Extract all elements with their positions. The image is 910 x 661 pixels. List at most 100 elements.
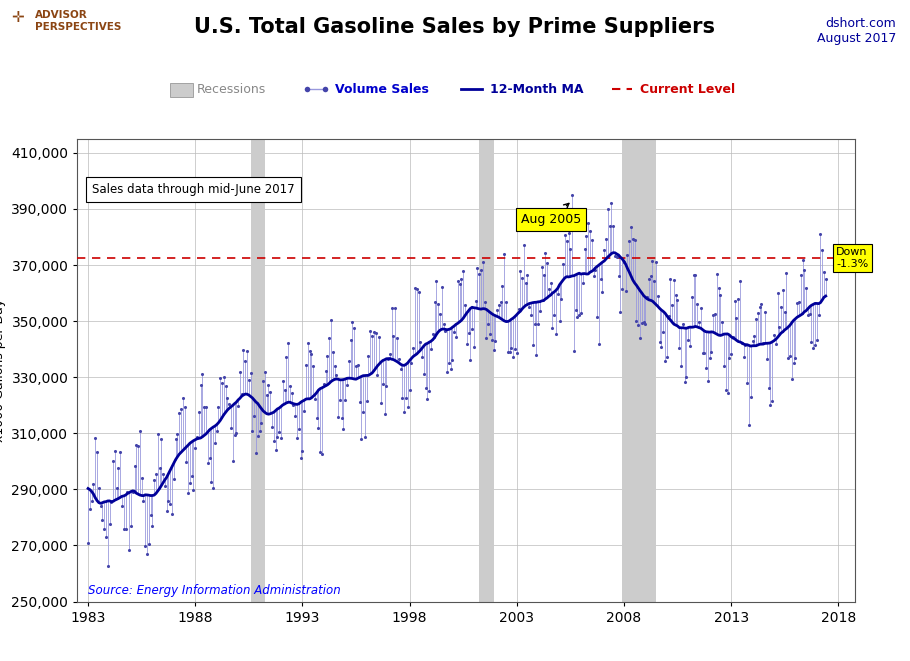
Point <box>497 249 511 259</box>
Point <box>636 317 651 327</box>
Point <box>654 341 669 352</box>
Point <box>376 379 390 389</box>
Point <box>343 334 358 345</box>
Text: ✛: ✛ <box>11 10 24 25</box>
Point <box>619 286 633 296</box>
Point <box>268 444 283 455</box>
Text: ADVISOR
PERSPECTIVES: ADVISOR PERSPECTIVES <box>35 10 121 32</box>
Point <box>727 296 742 307</box>
Point <box>621 250 635 260</box>
Point <box>488 335 502 346</box>
Point <box>777 307 792 317</box>
Point <box>579 231 593 241</box>
Point <box>458 300 472 311</box>
Point <box>625 233 640 244</box>
Point <box>608 251 622 261</box>
Point <box>443 364 458 374</box>
Point <box>786 358 801 369</box>
Point <box>449 331 463 342</box>
Point <box>441 358 456 368</box>
Point <box>324 315 339 325</box>
Point <box>623 221 638 232</box>
Point <box>347 323 361 334</box>
Point <box>256 376 270 387</box>
Point <box>193 379 207 390</box>
Point <box>142 539 157 549</box>
Point <box>491 299 506 310</box>
Point <box>397 407 411 418</box>
Point <box>613 306 628 317</box>
Point <box>283 381 298 391</box>
Point <box>675 319 690 329</box>
Point <box>261 379 276 390</box>
Point <box>647 276 662 286</box>
Point <box>378 408 392 419</box>
Point <box>276 375 290 386</box>
Point <box>359 396 374 407</box>
Point <box>549 329 563 340</box>
Point <box>334 413 349 424</box>
Bar <box>250 139 265 602</box>
Point <box>558 229 572 240</box>
Point <box>681 334 695 345</box>
Point <box>792 296 806 307</box>
Point <box>569 305 583 316</box>
Point <box>508 343 522 354</box>
Point <box>220 393 235 403</box>
Point <box>499 297 513 307</box>
Point <box>495 281 510 292</box>
Point <box>228 430 242 440</box>
Point <box>420 393 435 404</box>
Point <box>816 267 831 278</box>
Point <box>272 426 287 437</box>
Point <box>671 295 685 305</box>
Point <box>238 355 253 366</box>
Point <box>478 297 492 307</box>
Point <box>143 510 157 520</box>
Point <box>402 385 417 395</box>
Point <box>86 479 101 490</box>
Point <box>161 496 176 506</box>
Point <box>185 471 199 481</box>
Point <box>152 463 167 473</box>
Point <box>693 303 708 313</box>
Point <box>393 364 408 374</box>
Point <box>729 313 743 324</box>
Point <box>754 299 769 309</box>
Point <box>692 317 706 328</box>
Point <box>684 292 699 302</box>
Point <box>291 424 306 435</box>
Bar <box>622 139 656 602</box>
Point <box>686 269 701 280</box>
Point <box>288 411 302 422</box>
Point <box>595 287 610 297</box>
Point <box>677 376 692 387</box>
Point <box>410 284 424 294</box>
Point <box>682 340 697 351</box>
Point <box>254 418 268 428</box>
Point <box>554 293 569 304</box>
Point <box>515 273 530 284</box>
Point <box>336 424 350 435</box>
Point <box>524 309 539 320</box>
Point <box>300 337 315 348</box>
Point <box>168 434 183 444</box>
Point <box>295 446 309 457</box>
Point <box>803 309 817 319</box>
Point <box>588 264 602 275</box>
Point <box>688 269 703 280</box>
Point <box>116 524 131 535</box>
Point <box>502 347 517 358</box>
Point <box>463 354 478 365</box>
Point <box>165 508 179 519</box>
Point <box>274 433 288 444</box>
Point <box>472 269 487 280</box>
Point <box>697 348 712 358</box>
Point <box>510 348 524 359</box>
Point <box>270 432 285 442</box>
Point <box>703 352 717 363</box>
Point <box>367 327 381 338</box>
Point <box>109 483 124 494</box>
Point <box>454 274 469 285</box>
Point <box>577 243 592 254</box>
